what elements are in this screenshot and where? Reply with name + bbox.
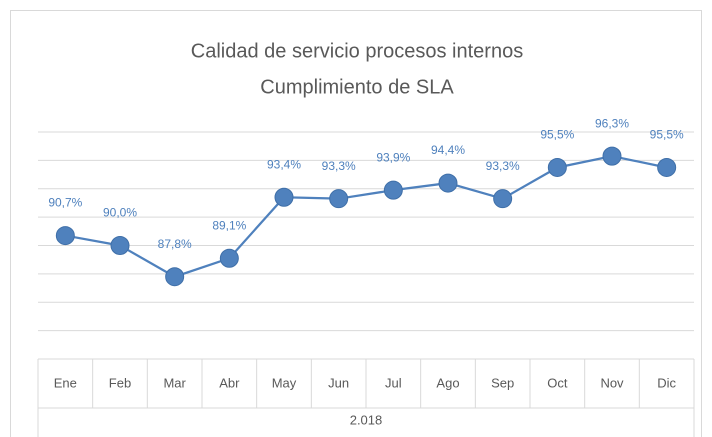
data-point <box>55 226 75 246</box>
data-point <box>438 173 458 193</box>
data-point <box>602 146 622 166</box>
x-tick-label: Nov <box>600 375 624 390</box>
x-tick-label: May <box>272 375 297 390</box>
data-point <box>165 267 185 287</box>
x-tick-label: Oct <box>547 375 568 390</box>
data-point <box>547 157 567 177</box>
data-point <box>329 189 349 209</box>
data-point <box>219 248 239 268</box>
data-label: 93,4% <box>267 157 301 171</box>
data-label: 93,3% <box>322 159 356 173</box>
data-label: 96,3% <box>595 116 629 130</box>
data-point <box>493 189 513 209</box>
chart-title: Calidad de servicio procesos internos <box>191 40 523 62</box>
data-label: 93,3% <box>486 159 520 173</box>
x-group-label: 2.018 <box>350 412 383 427</box>
x-tick-label: Mar <box>163 375 186 390</box>
x-tick-label: Feb <box>109 375 131 390</box>
data-label: 90,7% <box>48 196 82 210</box>
data-point <box>110 236 130 255</box>
x-tick-label: Abr <box>219 375 240 390</box>
x-tick-label: Sep <box>491 375 514 390</box>
x-tick-label: Ago <box>436 375 459 390</box>
chart-border <box>10 10 702 437</box>
x-tick-label: Dic <box>657 375 676 390</box>
x-tick-label: Jun <box>328 375 349 390</box>
data-label: 93,9% <box>376 150 410 164</box>
data-label: 95,5% <box>650 128 684 142</box>
data-label: 90,0% <box>103 206 137 220</box>
data-label: 87,8% <box>158 237 192 251</box>
data-point <box>383 180 403 200</box>
data-label: 95,5% <box>540 128 574 142</box>
data-label: 94,4% <box>431 143 465 157</box>
data-point <box>657 157 677 177</box>
chart-subtitle: Cumplimiento de SLA <box>260 76 454 98</box>
data-point <box>274 187 294 207</box>
x-tick-label: Jul <box>385 375 402 390</box>
x-tick-label: Ene <box>54 375 77 390</box>
data-label: 89,1% <box>212 218 246 232</box>
